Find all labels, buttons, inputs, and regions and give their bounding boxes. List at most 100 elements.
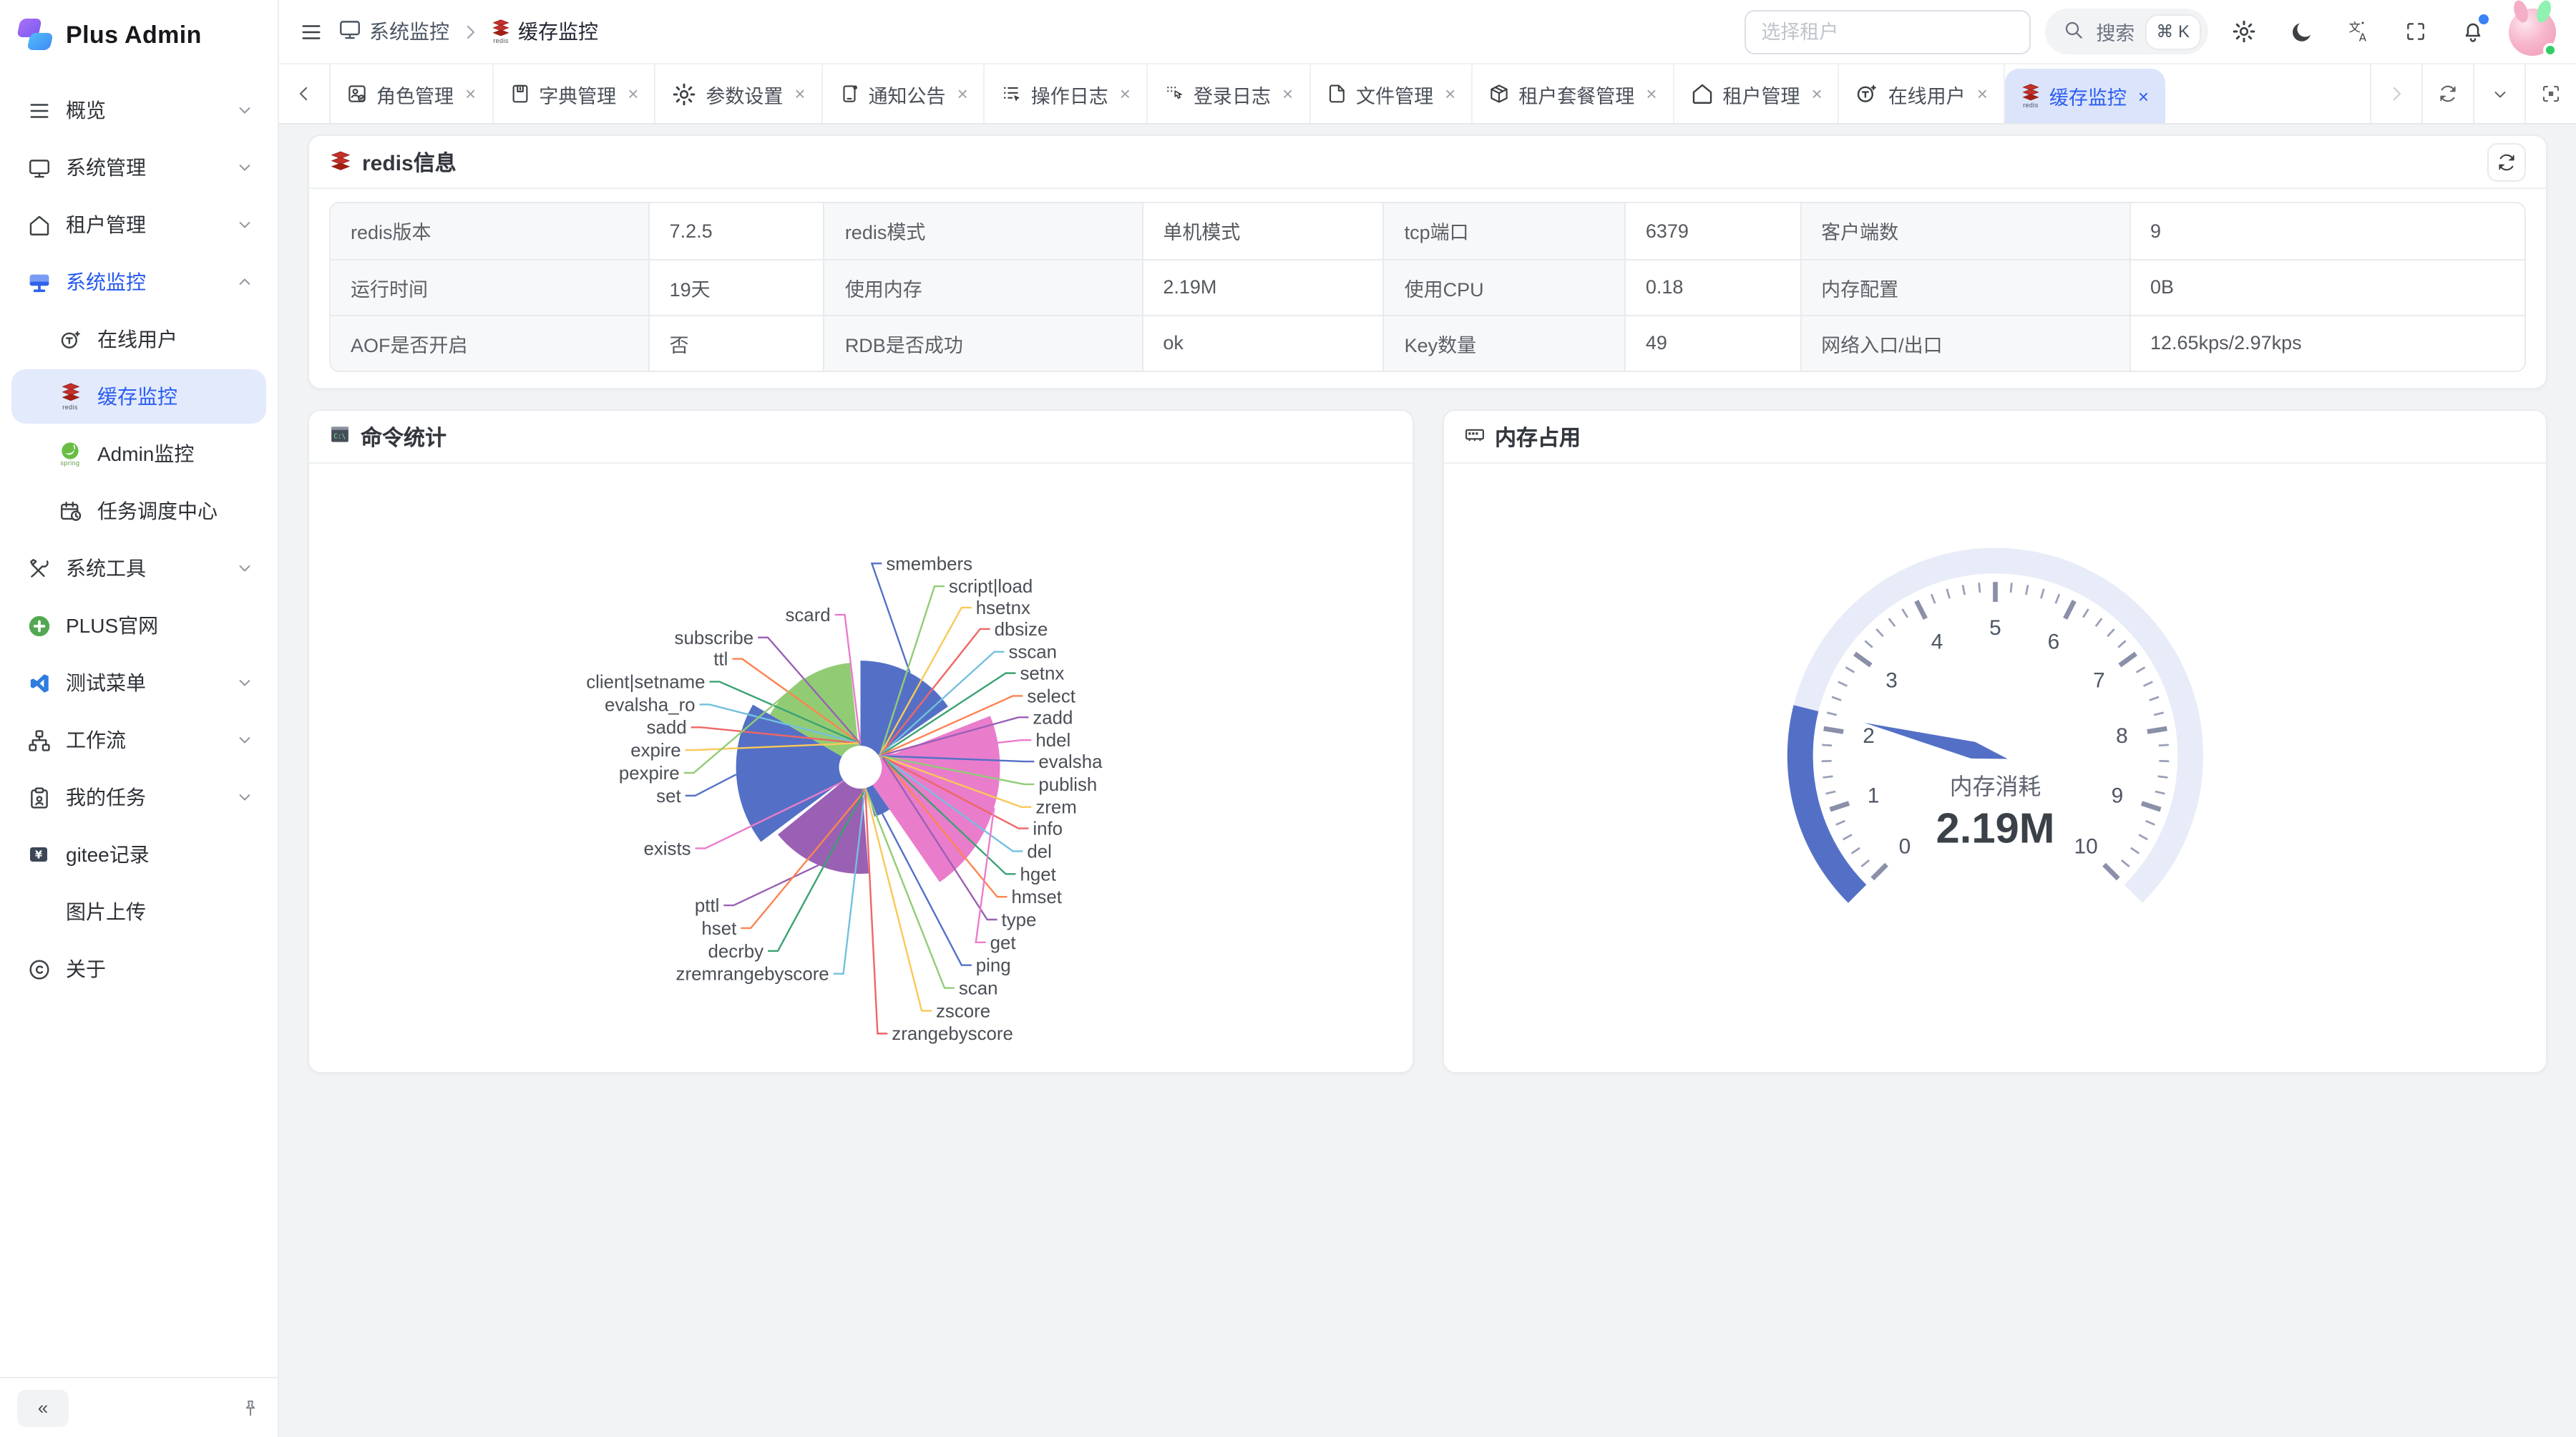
svg-text:subscribe: subscribe <box>675 628 754 648</box>
sidebar-item-测试菜单[interactable]: 测试菜单 <box>11 656 266 710</box>
ram-icon <box>1463 424 1485 449</box>
memory-usage-panel: 内存占用 0 1 2 3 4 5 6 7 8 9 10 内存消耗 2.19M <box>1442 409 2547 1073</box>
brand[interactable]: Plus Admin <box>0 0 278 66</box>
sidebar-item-系统管理[interactable]: 系统管理 <box>11 140 266 195</box>
redis-refresh-button[interactable] <box>2487 142 2526 181</box>
tab-字典管理[interactable]: 字典管理 × <box>493 64 656 123</box>
gitee-icon: ¥ <box>23 843 54 866</box>
svg-text:set: set <box>656 786 680 807</box>
tabs-scroll-left-button[interactable] <box>279 64 331 123</box>
spring-icon: spring <box>54 440 86 467</box>
info-value: 否 <box>648 314 824 371</box>
tab-refresh-icon[interactable] <box>2421 64 2473 123</box>
breadcrumb-separator-icon <box>459 21 481 42</box>
breadcrumb-cache-monitor[interactable]: redis 缓存监控 <box>491 17 598 46</box>
tab-close-icon[interactable]: × <box>1976 83 1988 104</box>
svg-text:4: 4 <box>1931 630 1943 653</box>
dark-mode-moon-icon[interactable] <box>2280 10 2323 53</box>
pin-icon[interactable] <box>240 1398 260 1418</box>
tab-缓存监控[interactable]: redis 缓存监控 × <box>2004 69 2165 123</box>
fullscreen-icon[interactable] <box>2394 10 2437 53</box>
plus-icon <box>23 613 54 638</box>
tab-actions-dropdown-icon[interactable] <box>2473 64 2524 123</box>
svg-text:evalsha_ro: evalsha_ro <box>605 695 696 715</box>
sidebar-item-系统监控[interactable]: 系统监控 <box>11 255 266 309</box>
global-search-button[interactable]: 搜索 ⌘ K <box>2044 9 2208 54</box>
tab-角色管理[interactable]: 角色管理 × <box>331 64 494 123</box>
loginlog-icon <box>1163 83 1185 104</box>
sidebar-item-租户管理[interactable]: 租户管理 <box>11 198 266 252</box>
info-value: 49 <box>1624 314 1801 371</box>
svg-text:zadd: zadd <box>1033 708 1073 728</box>
svg-text:scan: scan <box>959 979 998 999</box>
tab-登录日志[interactable]: 登录日志 × <box>1148 64 1311 123</box>
sidebar-item-概览[interactable]: 概览 <box>11 83 266 137</box>
info-label: tcp端口 <box>1382 203 1625 259</box>
sidebar: Plus Admin 概览 系统管理 租户管理 系统监控 在线用户 redis 缓存监控 s… <box>0 0 279 1437</box>
table-row: redis版本 7.2.5 redis模式 单机模式 tcp端口 6379 客户端数 9 <box>331 203 2524 259</box>
tab-参数设置[interactable]: 参数设置 × <box>655 64 823 123</box>
sidebar-collapse-button[interactable]: « <box>17 1389 69 1426</box>
tab-close-icon[interactable]: × <box>1811 83 1823 104</box>
sidebar-item-系统工具[interactable]: 系统工具 <box>11 541 266 595</box>
tab-close-icon[interactable]: × <box>465 83 477 104</box>
tab-通知公告[interactable]: 通知公告 × <box>823 64 985 123</box>
chevron-down-icon <box>235 558 255 578</box>
redis-icon <box>329 150 352 173</box>
svg-text:evalsha: evalsha <box>1038 752 1103 772</box>
home-icon <box>1690 82 1714 106</box>
sidebar-item-Admin监控[interactable]: spring Admin监控 <box>11 427 266 481</box>
svg-text:zremrangebyscore: zremrangebyscore <box>676 965 829 985</box>
sidebar-item-在线用户[interactable]: 在线用户 <box>11 312 266 366</box>
info-label: 客户端数 <box>1800 203 2129 259</box>
breadcrumb-system-monitor[interactable]: 系统监控 <box>338 17 449 46</box>
sidebar-item-PLUS官网[interactable]: PLUS官网 <box>11 598 266 653</box>
sidebar-item-关于[interactable]: 关于 <box>11 942 266 996</box>
tab-close-icon[interactable]: × <box>628 83 639 104</box>
tenant-select-input[interactable] <box>1744 9 2031 54</box>
user-avatar[interactable] <box>2509 0 2557 57</box>
tab-close-icon[interactable]: × <box>957 83 968 104</box>
breadcrumb: 系统监控 redis 缓存监控 <box>338 17 598 46</box>
sidebar-item-工作流[interactable]: 工作流 <box>11 713 266 767</box>
tab-在线用户[interactable]: 在线用户 × <box>1840 64 2005 123</box>
tab-close-icon[interactable]: × <box>1646 83 1657 104</box>
svg-text:zscore: zscore <box>936 1001 990 1021</box>
sidebar-item-我的任务[interactable]: 我的任务 <box>11 770 266 824</box>
tabs-scroll-right-button[interactable] <box>2370 64 2421 123</box>
sidebar-toggle-icon[interactable] <box>299 19 323 44</box>
content-maximize-icon[interactable] <box>2524 64 2576 123</box>
notice-icon <box>839 83 860 104</box>
tab-close-icon[interactable]: × <box>1282 83 1294 104</box>
svg-text:client|setname: client|setname <box>586 673 705 693</box>
tab-bar: 角色管理 × 字典管理 × 参数设置 × 通知公告 × 操作日志 × 登录日志 × 文件管理 × 租户套餐管… <box>279 63 2576 125</box>
home-icon <box>23 213 54 237</box>
tab-close-icon[interactable]: × <box>794 83 806 104</box>
sidebar-item-图片上传[interactable]: 图片上传 <box>11 885 266 939</box>
sidebar-item-缓存监控[interactable]: redis 缓存监控 <box>11 369 266 424</box>
sidebar-item-任务调度中心[interactable]: 任务调度中心 <box>11 484 266 538</box>
tab-close-icon[interactable]: × <box>2137 85 2150 107</box>
tab-文件管理[interactable]: 文件管理 × <box>1310 64 1473 123</box>
sidebar-item-gitee记录[interactable]: ¥ gitee记录 <box>11 827 266 882</box>
tab-租户管理[interactable]: 租户管理 × <box>1674 64 1840 123</box>
info-value: 7.2.5 <box>648 203 824 259</box>
tab-close-icon[interactable]: × <box>1445 83 1456 104</box>
svg-text:hdel: hdel <box>1035 731 1070 751</box>
settings-gear-icon[interactable] <box>2223 10 2265 53</box>
tab-操作日志[interactable]: 操作日志 × <box>985 64 1148 123</box>
svg-text:9: 9 <box>2111 784 2123 807</box>
redis-icon: redis <box>2021 82 2041 109</box>
svg-text:sadd: sadd <box>647 718 687 738</box>
info-value: 单机模式 <box>1141 203 1384 259</box>
monitor-icon <box>338 17 362 46</box>
file-icon <box>1326 83 1347 104</box>
main-area: 系统监控 redis 缓存监控 搜索 ⌘ K 文A <box>279 0 2576 1437</box>
tab-close-icon[interactable]: × <box>1119 83 1131 104</box>
open-tabs: 角色管理 × 字典管理 × 参数设置 × 通知公告 × 操作日志 × 登录日志 × 文件管理 × 租户套餐管… <box>331 64 2370 123</box>
command-stats-chart: smembers script|load hsetnx dbsize sscan setn… <box>309 464 1412 1072</box>
notification-bell-icon[interactable] <box>2451 10 2494 53</box>
tab-租户套餐管理[interactable]: 租户套餐管理 × <box>1473 64 1674 123</box>
role-icon <box>346 83 368 104</box>
